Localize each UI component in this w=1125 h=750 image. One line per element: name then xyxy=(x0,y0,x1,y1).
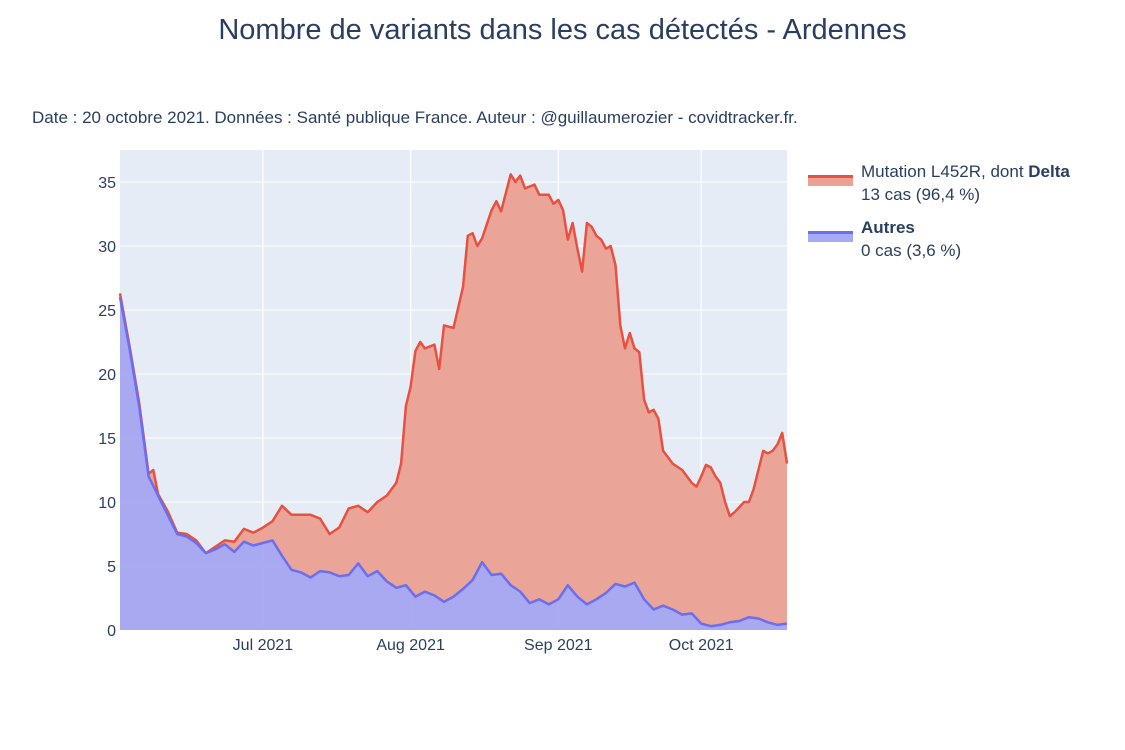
legend-item-delta[interactable]: Mutation L452R, dont Delta 13 cas (96,4 … xyxy=(808,160,1070,206)
y-tick-label: 10 xyxy=(98,495,116,512)
chart-subtitle: Date : 20 octobre 2021. Données : Santé … xyxy=(32,108,798,127)
chart-title: Nombre de variants dans les cas détectés… xyxy=(218,14,907,46)
legend-autres-detail: 0 cas (3,6 %) xyxy=(861,241,962,260)
legend-swatch-autres xyxy=(808,228,853,242)
x-tick-label: Oct 2021 xyxy=(669,637,734,654)
area-autres xyxy=(120,297,787,630)
y-tick-label: 25 xyxy=(98,303,116,320)
y-axis: 0 5 10 15 20 25 30 35 xyxy=(98,175,116,640)
area-delta xyxy=(120,174,787,631)
y-tick-label: 5 xyxy=(107,559,116,576)
x-tick-label: Jul 2021 xyxy=(233,637,294,654)
x-axis: Jul 2021 Aug 2021 Sep 2021 Oct 2021 xyxy=(233,637,734,654)
legend-swatch-delta xyxy=(808,172,853,186)
legend-delta-bold: Delta xyxy=(1028,162,1070,181)
y-tick-label: 0 xyxy=(107,623,116,640)
legend-item-autres[interactable]: Autres 0 cas (3,6 %) xyxy=(808,216,1070,262)
line-autres xyxy=(118,296,788,628)
series-areas xyxy=(118,173,789,631)
y-tick-label: 20 xyxy=(98,367,116,384)
legend-autres-name: Autres xyxy=(861,218,915,237)
legend-delta-detail: 13 cas (96,4 %) xyxy=(861,185,981,204)
legend-delta-prefix: Mutation L452R, dont xyxy=(861,162,1029,181)
y-tick-label: 30 xyxy=(98,239,116,256)
y-tick-label: 35 xyxy=(98,175,116,192)
legend: Mutation L452R, dont Delta 13 cas (96,4 … xyxy=(808,160,1070,272)
x-tick-label: Sep 2021 xyxy=(524,637,593,654)
line-delta xyxy=(118,173,789,555)
x-tick-label: Aug 2021 xyxy=(376,637,445,654)
y-tick-label: 15 xyxy=(98,431,116,448)
